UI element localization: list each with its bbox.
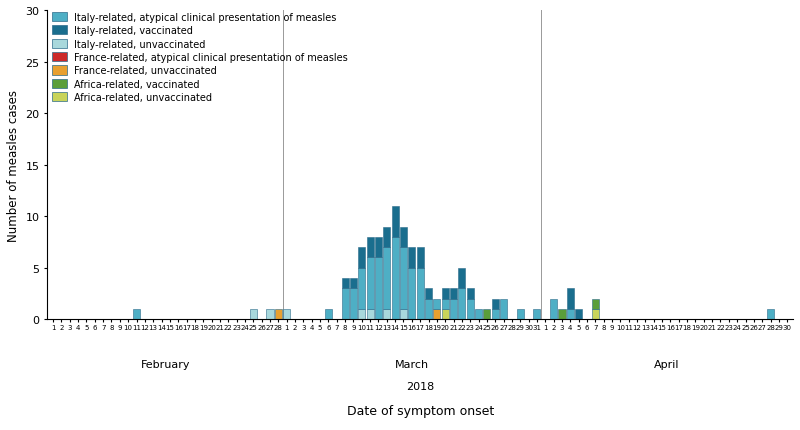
Bar bbox=[383, 309, 390, 319]
Bar bbox=[534, 309, 541, 319]
Bar bbox=[400, 309, 407, 319]
Bar bbox=[325, 309, 332, 319]
Bar bbox=[434, 309, 440, 319]
Bar bbox=[366, 309, 374, 319]
Bar bbox=[450, 299, 457, 319]
Bar bbox=[466, 299, 474, 319]
Bar bbox=[358, 248, 366, 268]
Bar bbox=[250, 309, 257, 319]
Bar bbox=[274, 309, 282, 319]
Bar bbox=[417, 248, 424, 268]
Text: March: March bbox=[394, 359, 429, 369]
Text: Date of symptom onset: Date of symptom onset bbox=[346, 404, 494, 417]
Bar bbox=[558, 309, 566, 319]
Bar bbox=[425, 299, 432, 319]
Bar bbox=[391, 237, 398, 319]
Bar bbox=[566, 309, 574, 319]
Bar bbox=[400, 227, 407, 248]
Bar bbox=[400, 248, 407, 309]
Bar bbox=[592, 309, 599, 319]
Bar bbox=[475, 309, 482, 319]
Text: February: February bbox=[141, 359, 190, 369]
Bar bbox=[391, 206, 398, 237]
Bar bbox=[442, 299, 449, 309]
Bar bbox=[442, 309, 449, 319]
Bar bbox=[517, 309, 524, 319]
Bar bbox=[375, 237, 382, 258]
Bar bbox=[592, 299, 599, 309]
Bar bbox=[466, 289, 474, 299]
Bar bbox=[500, 299, 507, 319]
Bar bbox=[342, 289, 349, 319]
Bar bbox=[417, 268, 424, 319]
Bar bbox=[566, 289, 574, 309]
Bar bbox=[366, 237, 374, 258]
Text: April: April bbox=[654, 359, 679, 369]
Bar bbox=[550, 299, 557, 319]
Bar bbox=[266, 309, 274, 319]
Bar bbox=[350, 289, 357, 319]
Bar bbox=[434, 299, 440, 309]
Y-axis label: Number of measles cases: Number of measles cases bbox=[7, 89, 20, 241]
Legend: Italy-related, atypical clinical presentation of measles, Italy-related, vaccina: Italy-related, atypical clinical present… bbox=[48, 9, 352, 107]
Bar bbox=[133, 309, 140, 319]
Bar bbox=[458, 289, 466, 319]
Bar bbox=[366, 258, 374, 309]
Bar bbox=[450, 289, 457, 299]
Bar bbox=[383, 227, 390, 248]
Bar bbox=[767, 309, 774, 319]
Bar bbox=[442, 289, 449, 299]
Bar bbox=[383, 248, 390, 309]
Bar bbox=[492, 299, 498, 309]
Bar bbox=[358, 309, 366, 319]
Bar bbox=[483, 309, 490, 319]
Bar bbox=[358, 268, 366, 309]
Bar bbox=[408, 268, 415, 319]
Bar bbox=[408, 248, 415, 268]
Bar bbox=[458, 268, 466, 289]
Bar bbox=[342, 279, 349, 289]
Bar bbox=[283, 309, 290, 319]
Bar bbox=[350, 279, 357, 289]
Bar bbox=[492, 309, 498, 319]
Bar bbox=[575, 309, 582, 319]
Bar bbox=[375, 258, 382, 319]
Text: 2018: 2018 bbox=[406, 381, 434, 391]
Bar bbox=[425, 289, 432, 299]
